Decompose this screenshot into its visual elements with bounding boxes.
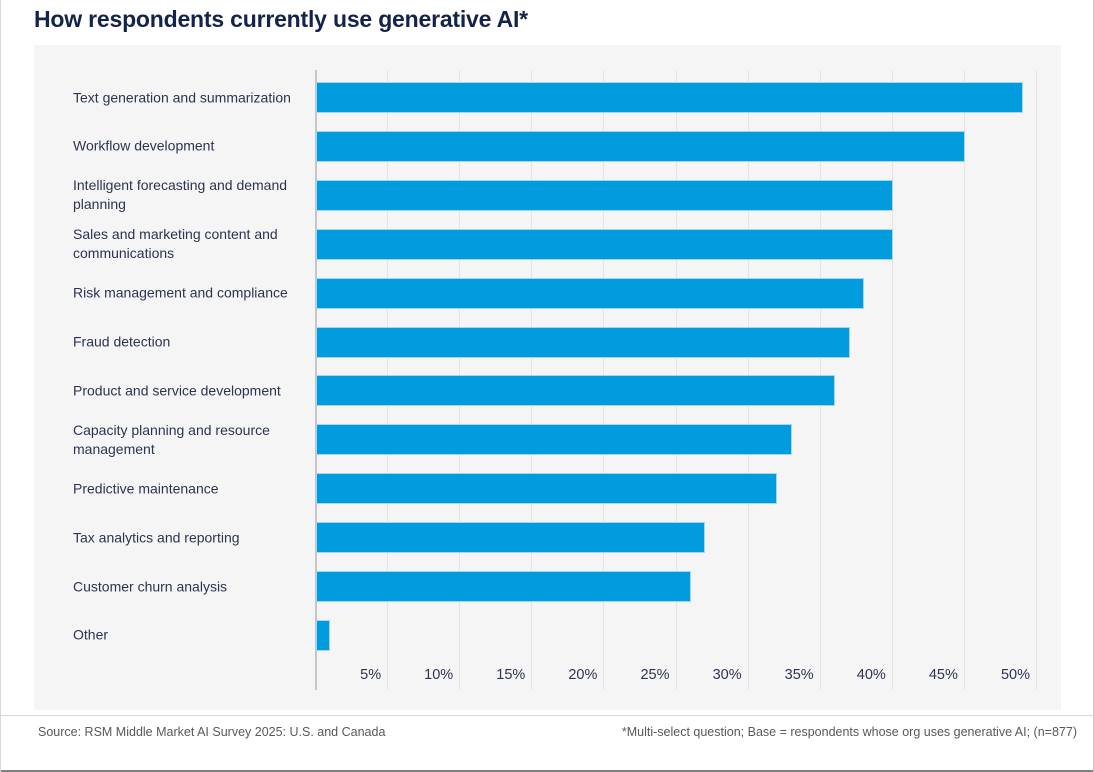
footnote-text: *Multi-select question; Base = responden… <box>621 725 1077 739</box>
category-label: Tax analytics and reporting <box>73 529 240 546</box>
footer-divider <box>1 715 1093 716</box>
category-label: Workflow development <box>73 137 215 154</box>
category-label: Text generation and summarization <box>73 89 291 105</box>
category-label: Capacity planning and resource managemen… <box>73 421 270 457</box>
bar <box>316 473 778 505</box>
gridline <box>963 70 965 690</box>
x-tick-label: 40% <box>856 667 886 683</box>
category-label: Fraud detection <box>73 333 171 350</box>
bar <box>316 424 792 456</box>
bar <box>316 619 331 651</box>
category-label: Product and service development <box>73 382 281 399</box>
bar <box>316 277 864 309</box>
x-tick-label: 20% <box>568 667 598 683</box>
category-label: Sales and marketing content and communic… <box>73 226 278 262</box>
x-tick-label: 50% <box>1000 667 1030 683</box>
category-label: Predictive maintenance <box>73 480 219 497</box>
gridline <box>1036 70 1037 690</box>
bar <box>316 522 706 554</box>
bar <box>316 228 893 260</box>
category-label: Other <box>73 626 109 643</box>
x-tick-label: 45% <box>928 667 958 683</box>
bar <box>316 179 893 211</box>
bottom-rule <box>1 770 1093 772</box>
bar <box>316 82 1023 113</box>
category-label: Intelligent forecasting and demand plann… <box>73 177 288 213</box>
bar <box>316 375 836 407</box>
category-label: Risk management and compliance <box>73 284 288 301</box>
chart-title: How respondents currently use generative… <box>34 6 528 32</box>
x-tick-label: 30% <box>712 667 742 683</box>
x-tick-label: 10% <box>424 667 454 683</box>
x-tick-label: 15% <box>496 667 526 683</box>
bar <box>316 130 965 162</box>
footer: Source: RSM Middle Market AI Survey 2025… <box>38 725 1077 739</box>
bar <box>316 326 850 358</box>
bar <box>316 571 691 602</box>
x-tick-label: 35% <box>784 667 814 683</box>
category-label: Customer churn analysis <box>73 578 228 594</box>
gridline <box>891 70 893 690</box>
chart-panel: Text generation and summarization Workflo… <box>34 45 1061 710</box>
source-text: Source: RSM Middle Market AI Survey 2025… <box>38 725 386 739</box>
x-tick-label: 25% <box>640 667 670 683</box>
x-tick-label: 5% <box>360 667 382 683</box>
